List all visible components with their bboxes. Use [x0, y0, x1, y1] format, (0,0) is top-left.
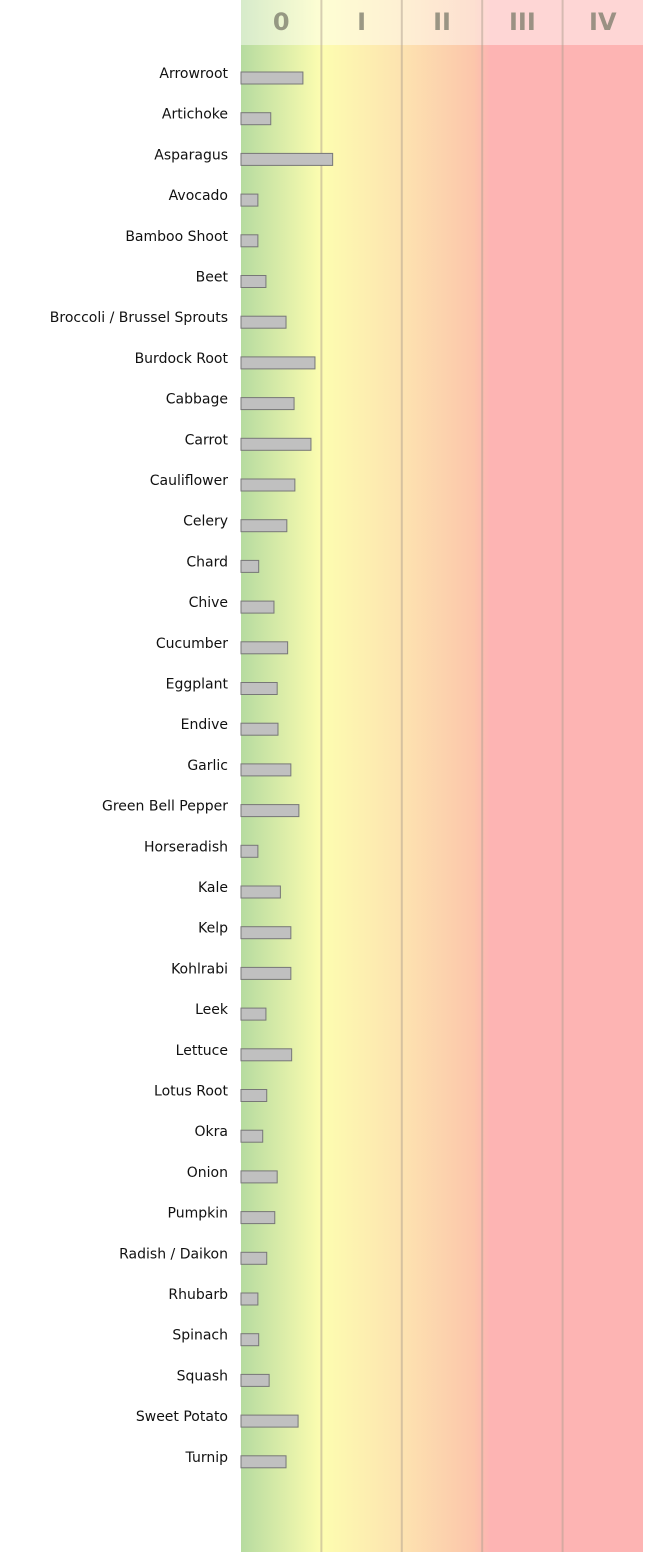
- y-tick-label: Garlic: [187, 758, 228, 774]
- bar: [240, 600, 275, 614]
- y-tick-label: Lotus Root: [154, 1084, 228, 1100]
- bar: [240, 112, 272, 126]
- bar: [240, 682, 278, 695]
- y-tick-label: Asparagus: [154, 147, 228, 163]
- x-tick-label: IV: [589, 8, 617, 36]
- y-tick-label: Onion: [187, 1165, 228, 1181]
- bar: [240, 234, 259, 248]
- y-tick-label: Cabbage: [166, 392, 228, 408]
- y-tick-label: Squash: [177, 1368, 228, 1384]
- y-tick-label: Horseradish: [144, 839, 228, 855]
- x-tick-label: II: [433, 8, 451, 36]
- y-tick-label: Lettuce: [176, 1043, 228, 1059]
- bar: [240, 885, 281, 899]
- bar: [240, 559, 260, 573]
- y-tick-label: Green Bell Pepper: [102, 799, 228, 815]
- y-tick-label: Beet: [196, 270, 229, 286]
- y-tick-label: Artichoke: [162, 107, 228, 123]
- x-tick-label: 0: [273, 8, 290, 36]
- bar: [240, 1007, 267, 1021]
- bar: [240, 71, 304, 85]
- y-tick-label: Chard: [186, 554, 228, 570]
- y-tick-label: Leek: [195, 1002, 229, 1018]
- bar: [240, 193, 259, 207]
- y-tick-label: Broccoli / Brussel Sprouts: [50, 310, 228, 326]
- bar: [240, 478, 296, 492]
- bar: [240, 1251, 268, 1265]
- bar: [240, 1170, 278, 1184]
- bar: [240, 804, 300, 818]
- bar: [240, 1292, 259, 1306]
- bar: [240, 1048, 293, 1062]
- y-tick-label: Endive: [181, 717, 228, 733]
- y-tick-label: Kelp: [198, 921, 228, 937]
- y-tick-label: Turnip: [185, 1450, 229, 1466]
- bar: [240, 844, 259, 858]
- bar: [240, 1333, 260, 1347]
- y-tick-label: Avocado: [169, 188, 228, 204]
- bar: [240, 1455, 287, 1469]
- header-band: [241, 0, 643, 45]
- bar: [240, 722, 279, 736]
- bar: [240, 1211, 276, 1225]
- bar: [240, 397, 295, 411]
- y-tick-label: Eggplant: [166, 677, 229, 693]
- bar: [240, 763, 292, 777]
- y-tick-label: Kale: [198, 880, 228, 896]
- y-tick-label: Sweet Potato: [136, 1409, 228, 1425]
- y-tick-label: Burdock Root: [135, 351, 229, 367]
- bar: [240, 152, 334, 166]
- bar: [240, 1414, 299, 1428]
- y-tick-label: Radish / Daikon: [119, 1246, 228, 1262]
- y-tick-label: Arrowroot: [159, 66, 228, 82]
- y-tick-label: Okra: [195, 1124, 228, 1140]
- y-tick-label: Cucumber: [156, 636, 228, 652]
- y-tick-label: Celery: [183, 514, 228, 530]
- bar: [240, 1089, 268, 1102]
- bar: [240, 966, 292, 980]
- bar: [240, 437, 312, 451]
- x-tick-label: I: [357, 8, 366, 36]
- y-tick-label: Pumpkin: [168, 1206, 228, 1222]
- y-tick-label: Cauliflower: [150, 473, 228, 489]
- x-tick-label: III: [509, 8, 536, 36]
- bar: [240, 1373, 270, 1387]
- bar: [240, 315, 287, 329]
- y-tick-label: Chive: [189, 595, 228, 611]
- y-tick-label: Rhubarb: [168, 1287, 228, 1303]
- y-tick-label: Bamboo Shoot: [125, 229, 228, 245]
- y-tick-label: Kohlrabi: [171, 961, 228, 977]
- bar: [240, 926, 292, 940]
- bar: [240, 1129, 264, 1143]
- zone-background: [241, 0, 643, 1552]
- y-tick-label: Spinach: [172, 1328, 228, 1344]
- y-tick-label: Carrot: [185, 432, 229, 448]
- bar: [240, 641, 289, 655]
- bar: [240, 519, 288, 533]
- bar: [240, 356, 316, 370]
- bar: [240, 275, 267, 288]
